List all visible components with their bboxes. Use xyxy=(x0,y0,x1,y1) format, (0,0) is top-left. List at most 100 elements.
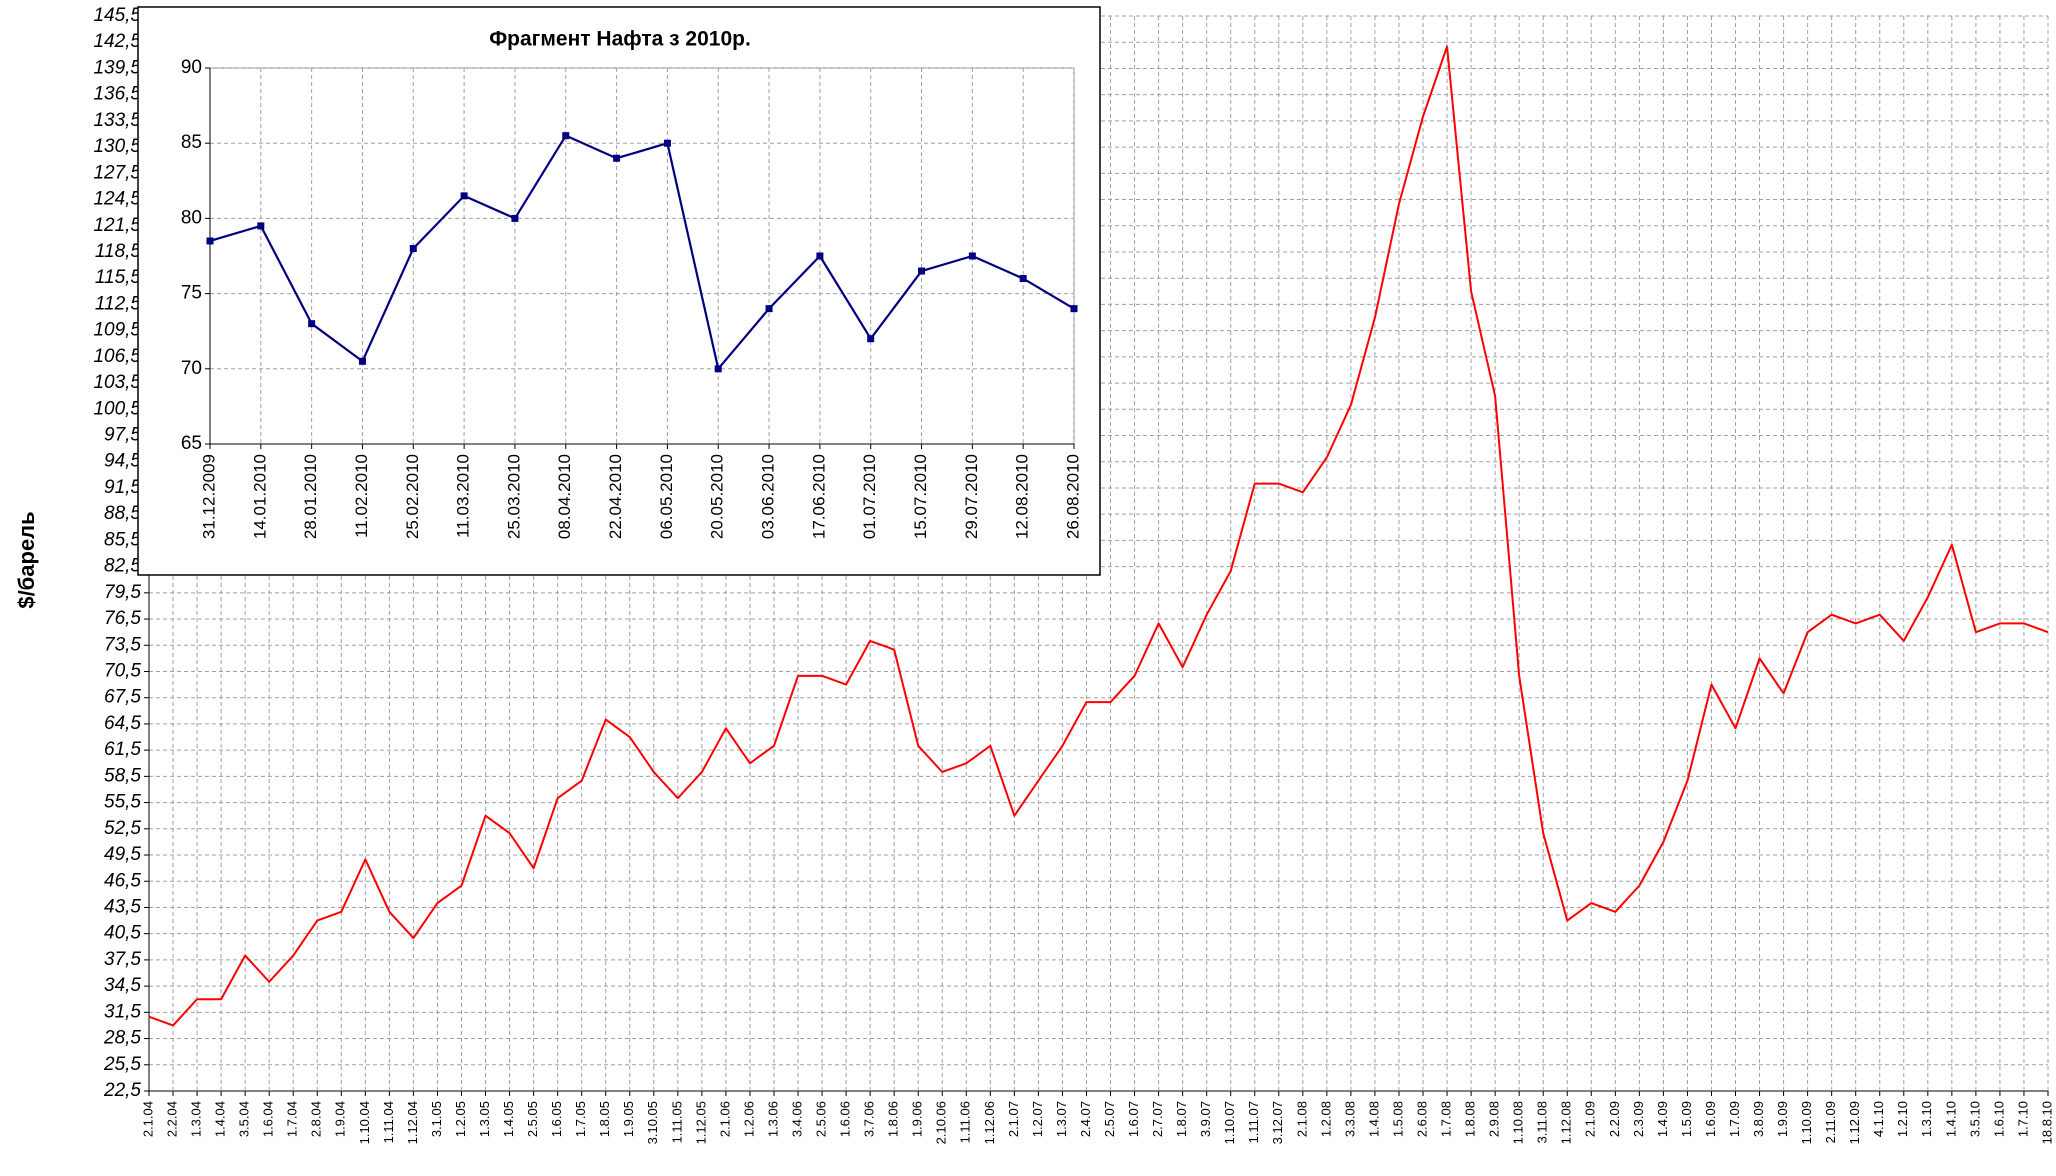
x-tick-label: 1.2.07 xyxy=(1030,1101,1045,1137)
x-tick-label: 2.9.08 xyxy=(1487,1101,1502,1137)
x-tick-label: 1.4.08 xyxy=(1366,1101,1381,1137)
y-tick-label: 130,5 xyxy=(93,136,141,157)
y-tick-label: 22,5 xyxy=(103,1080,141,1101)
x-tick-label: 1.9.06 xyxy=(910,1101,925,1137)
x-tick-label: 3.11.08 xyxy=(1535,1101,1550,1143)
data-point xyxy=(358,357,366,365)
data-point xyxy=(1070,305,1078,313)
y-tick-label: 25,5 xyxy=(103,1054,141,1075)
y-tick-label: 65 xyxy=(181,433,202,454)
inset-title: Фрагмент Нафта з 2010р. xyxy=(489,28,751,51)
x-tick-label: 25.03.2010 xyxy=(504,454,523,539)
y-tick-label: 112,5 xyxy=(95,293,142,314)
data-point xyxy=(918,267,926,275)
x-tick-label: 3.9.07 xyxy=(1198,1101,1213,1137)
x-tick-label: 31.12.2009 xyxy=(199,454,218,539)
y-tick-label: 40,5 xyxy=(104,923,141,944)
inset-chart: 65 70 75 80 85 90 31.12.2009 14.01.2010 28.01.20… xyxy=(181,57,1083,539)
x-tick-label: 1.2.08 xyxy=(1318,1101,1333,1137)
x-tick-label: 1.6.10 xyxy=(1991,1101,2006,1137)
data-point xyxy=(663,139,671,147)
x-tick-label: 2.10.06 xyxy=(934,1101,949,1144)
y-tick-label: 109,5 xyxy=(93,320,141,341)
y-tick-label: 136,5 xyxy=(93,84,141,105)
x-tick-label: 1.8.08 xyxy=(1463,1101,1478,1137)
x-tick-label: 2.1.07 xyxy=(1006,1101,1021,1137)
x-tick-label: 3.4.06 xyxy=(789,1101,804,1137)
x-tick-label: 1.2.06 xyxy=(741,1101,756,1137)
data-point xyxy=(206,237,214,245)
data-point xyxy=(867,335,875,343)
x-tick-label: 1.4.04 xyxy=(213,1101,228,1137)
x-tick-label: 1.7.04 xyxy=(285,1101,300,1137)
x-tick-label: 1.7.10 xyxy=(2015,1101,2030,1137)
x-tick-label: 1.10.07 xyxy=(1222,1101,1237,1144)
x-tick-label: 1.3.10 xyxy=(1919,1101,1934,1137)
x-tick-label: 1.11.04 xyxy=(381,1101,396,1143)
y-tick-label: 61,5 xyxy=(104,739,141,760)
x-tick-label: 2.1.08 xyxy=(1294,1101,1309,1137)
y-tick-label: 80 xyxy=(181,207,202,228)
x-tick-label: 1.8.07 xyxy=(1174,1101,1189,1137)
x-tick-label: 3.1.05 xyxy=(429,1101,444,1137)
x-tick-label: 1.5.08 xyxy=(1390,1101,1405,1137)
x-tick-label: 2.5.07 xyxy=(1102,1101,1117,1137)
x-tick-label: 1.8.06 xyxy=(886,1101,901,1137)
x-tick-label: 11.03.2010 xyxy=(454,454,473,538)
data-point xyxy=(816,252,824,260)
x-tick-label: 1.9.09 xyxy=(1775,1101,1790,1137)
y-tick-label: 145,5 xyxy=(93,5,141,26)
y-tick-label: 97,5 xyxy=(104,425,141,446)
y-tick-label: 28,5 xyxy=(103,1028,141,1049)
y-tick-label: 90 xyxy=(181,57,202,78)
x-tick-label: 1.8.05 xyxy=(597,1101,612,1137)
data-line xyxy=(209,134,1075,370)
y-tick-label: 49,5 xyxy=(104,844,141,865)
x-tick-label: 1.6.06 xyxy=(838,1101,853,1137)
x-tick-label: 1.12.04 xyxy=(405,1101,420,1144)
y-tick-label: 75 xyxy=(181,283,202,304)
data-point xyxy=(968,252,976,260)
x-tick-label: 1.2.05 xyxy=(453,1101,468,1137)
x-tick-label: 1.11.07 xyxy=(1246,1101,1261,1143)
y-tick-label: 106,5 xyxy=(93,346,141,367)
x-tick-label: 4.1.10 xyxy=(1871,1101,1886,1137)
y-tick-label: 142,5 xyxy=(93,31,141,52)
x-tick-label: 12.08.2010 xyxy=(1013,454,1032,539)
x-tick-label: 1.4.09 xyxy=(1655,1101,1670,1137)
y-tick-label: 133,5 xyxy=(93,110,141,131)
x-tick-label: 3.5.10 xyxy=(1967,1101,1982,1137)
y-tick-label: 34,5 xyxy=(104,975,141,996)
x-tick-label: 1.9.05 xyxy=(621,1101,636,1137)
x-tick-label: 17.06.2010 xyxy=(809,454,828,539)
x-tick-label: 3.3.08 xyxy=(1342,1101,1357,1137)
y-tick-label: 70,5 xyxy=(104,661,141,682)
y-tick-label: 88,5 xyxy=(104,503,141,524)
y-tick-label: 127,5 xyxy=(93,162,141,183)
y-tick-label: 118,5 xyxy=(95,241,142,262)
y-tick-label: 67,5 xyxy=(104,687,141,708)
y-tick-label: 55,5 xyxy=(104,792,141,813)
x-tick-label: 2.7.07 xyxy=(1150,1101,1165,1137)
x-tick-label: 2.2.09 xyxy=(1607,1101,1622,1137)
y-tick-label: 73,5 xyxy=(104,634,141,655)
data-point xyxy=(765,305,773,313)
x-tick-label: 26.08.2010 xyxy=(1063,454,1082,539)
x-tick-label: 22.04.2010 xyxy=(606,454,625,539)
x-tick-label: 1.12.09 xyxy=(1847,1101,1862,1144)
x-tick-label: 14.01.2010 xyxy=(250,454,269,539)
x-tick-label: 1.3.06 xyxy=(765,1101,780,1137)
data-point xyxy=(511,214,519,222)
y-tick-label: 103,5 xyxy=(93,372,141,393)
x-tick-label: 1.12.08 xyxy=(1559,1101,1574,1144)
x-tick-label: 1.9.04 xyxy=(333,1101,348,1137)
x-tick-label: 3.8.09 xyxy=(1751,1101,1766,1137)
y-axis-label: $/барель xyxy=(14,511,39,608)
x-tick-label: 1.3.07 xyxy=(1054,1101,1069,1137)
y-tick-label: 46,5 xyxy=(104,870,141,891)
x-tick-label: 1.12.06 xyxy=(982,1101,997,1144)
x-tick-label: 3.7.06 xyxy=(862,1101,877,1137)
y-tick-label: 91,5 xyxy=(104,477,141,498)
data-point xyxy=(1019,275,1027,283)
y-tick-label: 37,5 xyxy=(104,949,141,970)
